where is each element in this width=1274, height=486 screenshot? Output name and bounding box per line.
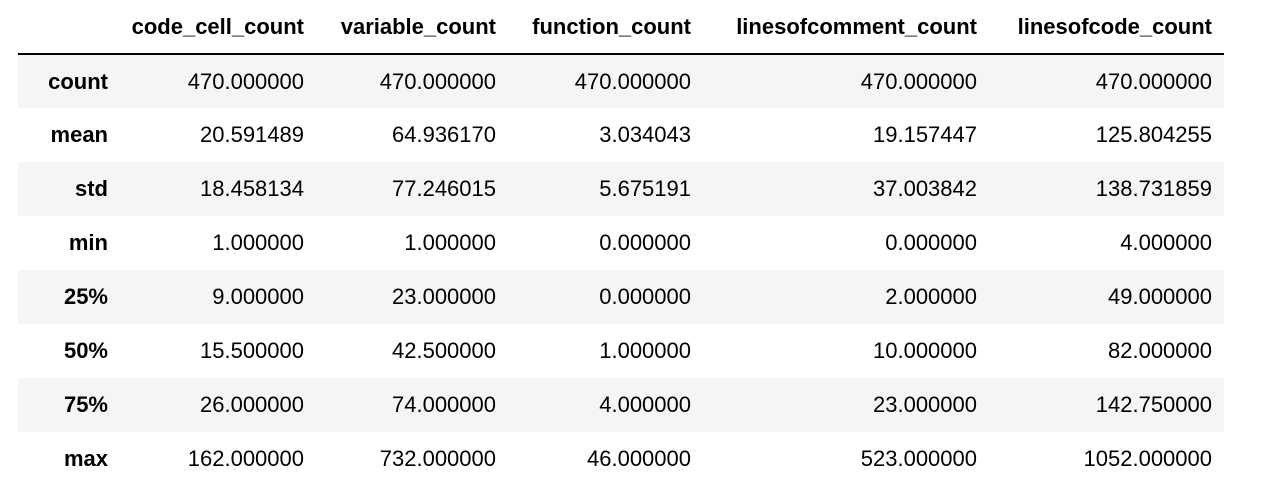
summary-statistics-table: code_cell_count variable_count function_… <box>18 0 1224 486</box>
table-cell: 18.458134 <box>200 176 304 201</box>
table-row: count 470.000000 470.000000 470.000000 4… <box>18 54 1224 108</box>
column-header-linesofcode-count: linesofcode_count <box>989 0 1224 55</box>
table-cell: 4.000000 <box>599 392 691 417</box>
column-header-code-cell-count: code_cell_count <box>108 0 316 55</box>
row-label: count <box>48 68 108 94</box>
table-cell: 470.000000 <box>1095 68 1212 94</box>
row-label: std <box>75 176 108 201</box>
column-header-variable-count: variable_count <box>316 0 508 55</box>
table-cell: 470.000000 <box>187 68 304 94</box>
table-cell: 15.500000 <box>200 338 304 363</box>
table-row: 75% 26.000000 74.000000 4.000000 23.0000… <box>18 378 1224 432</box>
index-header <box>18 0 108 55</box>
row-label: 75% <box>63 392 108 417</box>
table-cell: 1.000000 <box>212 230 304 255</box>
table-cell: 82.000000 <box>1108 338 1212 363</box>
table-cell: 5.675191 <box>599 176 691 201</box>
table-cell: 64.936170 <box>392 122 496 147</box>
table-row: min 1.000000 1.000000 0.000000 0.000000 … <box>18 216 1224 270</box>
row-label: 25% <box>63 284 108 309</box>
table-cell: 23.000000 <box>873 392 977 417</box>
table-row: std 18.458134 77.246015 5.675191 37.0038… <box>18 162 1224 216</box>
table-cell: 74.000000 <box>392 392 496 417</box>
table-cell: 4.000000 <box>1120 230 1212 255</box>
table-cell: 42.500000 <box>392 338 496 363</box>
table-row: mean 20.591489 64.936170 3.034043 19.157… <box>18 108 1224 162</box>
table-cell: 1.000000 <box>404 230 496 255</box>
table-cell: 138.731859 <box>1095 176 1212 201</box>
table-cell: 470.000000 <box>860 68 977 94</box>
table-cell: 162.000000 <box>187 446 304 471</box>
table-cell: 0.000000 <box>885 230 977 255</box>
table-cell: 0.000000 <box>599 284 691 309</box>
table-cell: 20.591489 <box>200 122 304 147</box>
table-cell: 23.000000 <box>392 284 496 309</box>
column-header-function-count: function_count <box>508 0 703 55</box>
table-cell: 732.000000 <box>379 446 496 471</box>
table-cell: 470.000000 <box>574 68 691 94</box>
describe-output: code_cell_count variable_count function_… <box>18 0 1224 486</box>
row-label: max <box>63 446 108 471</box>
table-header: code_cell_count variable_count function_… <box>18 0 1224 55</box>
table-body: count 470.000000 470.000000 470.000000 4… <box>18 54 1224 486</box>
table-cell: 77.246015 <box>392 176 496 201</box>
table-cell: 3.034043 <box>599 122 691 147</box>
table-cell: 37.003842 <box>873 176 977 201</box>
table-cell: 1052.000000 <box>1083 446 1212 471</box>
row-label: 50% <box>63 338 108 363</box>
table-cell: 1.000000 <box>599 338 691 363</box>
table-cell: 523.000000 <box>860 446 977 471</box>
table-cell: 19.157447 <box>873 122 977 147</box>
table-row: 25% 9.000000 23.000000 0.000000 2.000000… <box>18 270 1224 324</box>
table-cell: 46.000000 <box>587 446 691 471</box>
table-cell: 26.000000 <box>200 392 304 417</box>
table-cell: 0.000000 <box>599 230 691 255</box>
table-row: 50% 15.500000 42.500000 1.000000 10.0000… <box>18 324 1224 378</box>
table-cell: 9.000000 <box>212 284 304 309</box>
table-cell: 2.000000 <box>885 284 977 309</box>
row-label: min <box>68 230 108 255</box>
table-cell: 142.750000 <box>1095 392 1212 417</box>
table-cell: 125.804255 <box>1095 122 1212 147</box>
table-row: max 162.000000 732.000000 46.000000 523.… <box>18 432 1224 486</box>
column-header-linesofcomment-count: linesofcomment_count <box>703 0 989 55</box>
row-label: mean <box>50 122 108 147</box>
table-cell: 49.000000 <box>1108 284 1212 309</box>
header-row: code_cell_count variable_count function_… <box>18 0 1224 55</box>
table-cell: 470.000000 <box>379 68 496 94</box>
table-cell: 10.000000 <box>873 338 977 363</box>
